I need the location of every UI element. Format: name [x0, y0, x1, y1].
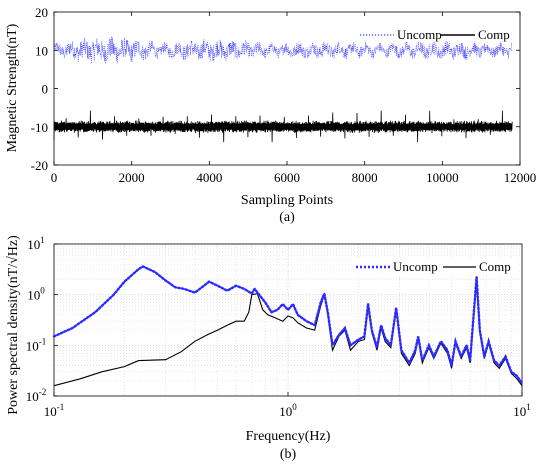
y-tick-label-a: 10 — [35, 43, 48, 58]
legend-a: Uncomp Comp — [360, 27, 510, 42]
panel-label-b: (b) — [280, 447, 297, 462]
x-tick-label-b: 10-1 — [44, 402, 65, 419]
x-ticks-a: 0 2000 4000 6000 8000 10000 12000 — [51, 12, 537, 185]
panel-a: 0 2000 4000 6000 8000 10000 12000 -20-1001020 … — [5, 5, 536, 225]
x-tick-label-a: 2000 — [119, 170, 145, 185]
x-axis-label-b: Frequency(Hz) — [246, 429, 331, 444]
series-comp-line — [53, 110, 513, 143]
y-tick-label-a: 20 — [35, 5, 48, 20]
x-tick-label-a: 10000 — [426, 170, 459, 185]
y-ticks-a: -20 -10 0 10 20 — [31, 5, 520, 173]
x-axis-label-a: Sampling Points — [241, 193, 333, 208]
series-uncomp-line — [53, 36, 513, 64]
legend-b: Uncomp Comp — [352, 257, 517, 276]
x-tick-label-b: 100 — [279, 402, 297, 419]
y-tick-label-b: 10-1 — [26, 336, 47, 353]
uncomp-trace-a — [53, 36, 513, 64]
panel-label-a: (a) — [279, 210, 295, 225]
x-tick-label-a: 0 — [51, 170, 58, 185]
x-tick-label-a: 12000 — [504, 170, 537, 185]
y-tick-label-a: -10 — [31, 120, 48, 135]
comp-trace-a — [53, 110, 513, 143]
y-tick-label-a: 0 — [42, 82, 49, 97]
legend-uncomp-label-a: Uncomp — [397, 27, 442, 42]
legend-uncomp-label-b: Uncomp — [393, 259, 438, 274]
y-axis-label-a: Magnetic Strength(nT) — [5, 23, 20, 152]
grid-b — [54, 244, 522, 396]
y-tick-label-b: 101 — [27, 235, 45, 252]
y-tick-label-a: -20 — [31, 158, 48, 173]
legend-box-b — [352, 257, 517, 276]
x-tick-label-a: 4000 — [196, 170, 222, 185]
uncomp-trace-b — [52, 265, 524, 385]
y-tick-label-b: 10-2 — [26, 387, 47, 404]
series-uncomp-line-b — [52, 265, 524, 385]
legend-comp-label-b: Comp — [479, 259, 511, 274]
legend-comp-label-a: Comp — [478, 27, 510, 42]
y-tick-label-b: 100 — [27, 286, 45, 303]
x-tick-label-b: 101 — [513, 402, 531, 419]
x-tick-label-a: 6000 — [274, 170, 300, 185]
y-axis-label-b: Power spectral density(nT/√Hz) — [6, 235, 21, 415]
plot-area-a — [53, 11, 521, 166]
x-tick-label-a: 8000 — [352, 170, 378, 185]
